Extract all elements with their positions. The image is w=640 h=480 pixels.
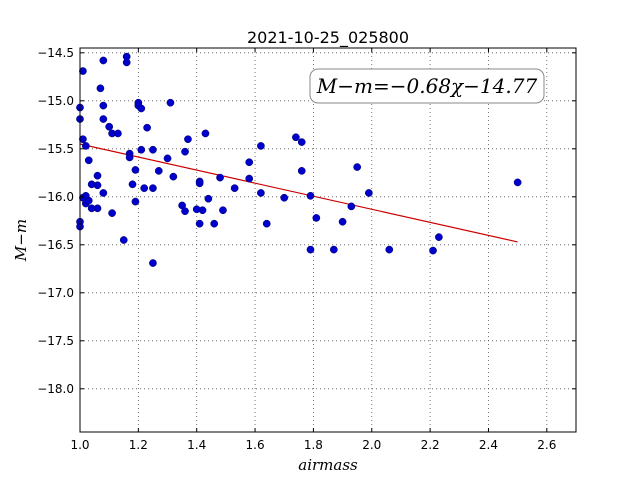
data-point (125, 153, 134, 162)
data-point (84, 196, 93, 205)
data-point (140, 184, 149, 193)
data-point (79, 67, 87, 75)
x-tick-labels: 1.0 1.2 1.4 1.6 1.8 2.0 2.2 2.4 2.6 (70, 438, 556, 452)
data-point (338, 217, 347, 226)
y-tick-label: −14.5 (37, 46, 74, 60)
data-point (119, 236, 128, 244)
data-point (99, 101, 108, 110)
y-tick-label: −16.0 (37, 190, 74, 204)
data-point (280, 193, 289, 202)
data-point (99, 115, 108, 123)
data-point (79, 135, 87, 144)
data-point (195, 179, 204, 188)
data-point (297, 167, 306, 175)
data-point (329, 245, 338, 254)
data-point (204, 194, 213, 203)
data-point (81, 142, 90, 150)
data-point (385, 245, 394, 254)
y-tick-label: −15.0 (37, 94, 74, 108)
y-tick-label: −16.5 (37, 238, 74, 252)
x-tick-label: 1.8 (304, 438, 323, 452)
data-point (429, 246, 437, 255)
fit-equation-box: M−m=−0.68χ−14.77 (309, 68, 545, 104)
data-point (353, 163, 362, 171)
data-point (262, 219, 271, 228)
data-point (128, 180, 137, 189)
data-point (513, 178, 522, 187)
data-point (347, 202, 356, 211)
data-point (143, 123, 151, 132)
data-point (257, 189, 265, 197)
data-point (149, 259, 157, 267)
data-point (181, 207, 189, 216)
ticks (79, 48, 576, 432)
fit-equation: M−m=−0.68χ−14.77 (316, 74, 538, 98)
data-point (93, 181, 102, 190)
data-point (122, 58, 131, 67)
fit-equation-frame (309, 68, 545, 104)
data-point (219, 206, 227, 215)
data-point (84, 156, 93, 165)
data-point (306, 245, 315, 254)
x-tick-label: 2.0 (362, 438, 381, 452)
y-tick-label: −15.5 (37, 142, 74, 156)
data-point (108, 209, 116, 217)
data-point (297, 138, 306, 146)
data-point (257, 142, 265, 150)
data-point (364, 189, 373, 197)
data-point (137, 104, 146, 113)
data-point (96, 84, 105, 93)
data-point (131, 197, 140, 206)
data-point (181, 147, 189, 156)
data-point (137, 145, 146, 154)
data-point (195, 219, 204, 228)
data-point (230, 184, 239, 193)
fit-line-layer (79, 143, 518, 243)
data-point (245, 174, 254, 183)
data-point (198, 206, 207, 215)
plot-frame (79, 47, 577, 433)
data-point (169, 172, 178, 181)
data-point (435, 233, 443, 241)
data-point (245, 158, 254, 167)
y-axis-label: M−m (12, 219, 30, 262)
x-tick-label: 1.0 (70, 438, 89, 452)
data-point (306, 191, 315, 200)
y-tick-label: −17.0 (37, 286, 74, 300)
y-tick-label: −17.5 (37, 334, 74, 348)
x-tick-label: 2.2 (421, 438, 440, 452)
data-point (99, 56, 108, 65)
x-tick-label: 1.6 (246, 438, 265, 452)
data-point (163, 154, 172, 163)
data-points (76, 52, 522, 267)
x-tick-label: 2.6 (537, 438, 556, 452)
x-tick-label: 2.4 (479, 438, 498, 452)
data-point (154, 167, 163, 175)
data-point (216, 173, 224, 182)
x-tick-label: 1.4 (187, 438, 206, 452)
y-tick-labels: −14.5 −15.0 −15.5 −16.0 −16.5 −17.0 −17.5 −18.0 (37, 46, 74, 396)
data-point (312, 214, 321, 222)
data-point (210, 219, 219, 228)
y-tick-label: −18.0 (37, 382, 74, 396)
data-point (149, 145, 157, 154)
data-point (131, 166, 140, 174)
data-point (99, 189, 108, 197)
data-point (105, 122, 114, 131)
x-tick-label: 1.2 (129, 438, 148, 452)
data-point (166, 98, 175, 107)
data-point (93, 171, 102, 180)
data-point (149, 184, 157, 193)
x-axis-label: airmass (298, 456, 358, 474)
data-point (201, 129, 210, 138)
grid (80, 48, 576, 432)
fit-line (79, 143, 518, 243)
chart-title: 2021-10-25_025800 (247, 28, 409, 48)
data-point (93, 204, 102, 213)
data-point (292, 133, 300, 142)
data-point (184, 135, 192, 144)
data-point (114, 129, 122, 138)
